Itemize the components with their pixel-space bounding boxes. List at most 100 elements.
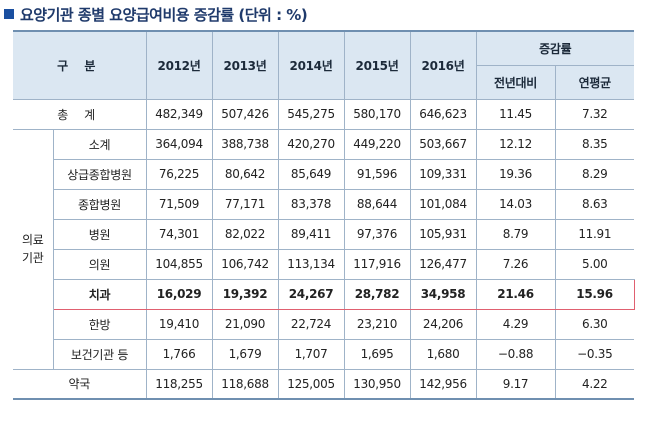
table-cell: 545,275 <box>277 98 345 130</box>
row-label: 종합병원 <box>53 188 147 220</box>
year-header: 2016년 <box>409 30 477 100</box>
table-row: 약국 118,255 118,688 125,005 130,950 142,956 9.1… <box>13 368 635 400</box>
table-cell: 104,855 <box>145 248 213 280</box>
row-label: 상급종합병원 <box>53 158 147 190</box>
row-label: 한방 <box>53 308 147 340</box>
table-cell: 1,707 <box>277 338 345 370</box>
table-cell: 8.79 <box>475 218 556 250</box>
row-label: 소계 <box>52 128 147 160</box>
growth-col-header: 연평균 <box>554 64 635 100</box>
table-cell: 1,680 <box>409 338 477 370</box>
table-cell: 130,950 <box>343 368 411 400</box>
table-cell: 16,029 <box>145 278 213 310</box>
table-cell: 109,331 <box>409 158 477 190</box>
row-label: 보건기관 등 <box>53 338 147 370</box>
table-cell: 8.35 <box>554 128 635 160</box>
table-cell: 34,958 <box>409 278 477 310</box>
table-row: 병원 74,301 82,022 89,411 97,376 105,931 8.79 11.… <box>13 218 635 250</box>
table-cell: 11.45 <box>475 98 556 130</box>
table-cell: 117,916 <box>343 248 411 280</box>
table-cell: 19,410 <box>145 308 213 340</box>
table-row: 의료 기관 소계 364,094 388,738 420,270 449,220 503,6… <box>13 128 635 370</box>
year-header: 2015년 <box>343 30 411 100</box>
category-header: 구 분 <box>13 30 147 100</box>
table-cell: 74,301 <box>145 218 213 250</box>
table-cell: 1,679 <box>211 338 279 370</box>
table-cell: 19.36 <box>475 158 556 190</box>
table-cell: 142,956 <box>409 368 477 400</box>
table-cell: 97,376 <box>343 218 411 250</box>
table-cell: 11.91 <box>554 218 635 250</box>
table-row: 치과 16,029 19,392 24,267 28,782 34,958 21.46 15.… <box>13 278 635 310</box>
table-cell: 85,649 <box>277 158 345 190</box>
table-cell: 22,724 <box>277 308 345 340</box>
group-label: 의료 기관 <box>13 128 54 370</box>
table-cell: 21,090 <box>211 308 279 340</box>
table-cell: 7.26 <box>475 248 556 280</box>
table-cell: 24,206 <box>409 308 477 340</box>
row-label: 의원 <box>53 248 147 280</box>
table-cell: 126,477 <box>409 248 477 280</box>
growth-rate-table: 구 분 2012년 2013년 2014년 2015년 2016년 증감률 전년… <box>13 30 635 400</box>
table-row: 총 계 482,349 507,426 545,275 580,170 646,623 11… <box>13 98 635 130</box>
table-cell: 15.96 <box>554 278 635 310</box>
table-cell: 19,392 <box>211 278 279 310</box>
table-cell: 1,766 <box>145 338 213 370</box>
table-cell: 7.32 <box>554 98 635 130</box>
table-cell: 106,742 <box>211 248 279 280</box>
table-cell: 14.03 <box>475 188 556 220</box>
table-cell: 8.63 <box>554 188 635 220</box>
table-cell: 83,378 <box>277 188 345 220</box>
growth-group-header: 증감률 <box>475 30 635 66</box>
table-row: 종합병원 71,509 77,171 83,378 88,644 101,084 14.03… <box>13 188 635 220</box>
table-row: 상급종합병원 76,225 80,642 85,649 91,596 109,331 19.… <box>13 158 635 190</box>
year-header: 2014년 <box>277 30 345 100</box>
table-cell: 12.12 <box>475 128 556 160</box>
table-cell: −0.35 <box>554 338 635 370</box>
table-cell: 482,349 <box>145 98 213 130</box>
table-cell: 4.29 <box>475 308 556 340</box>
year-header: 2013년 <box>211 30 279 100</box>
table-cell: 503,667 <box>409 128 477 160</box>
table-cell: 4.22 <box>554 368 635 400</box>
table-cell: 507,426 <box>211 98 279 130</box>
table-cell: 71,509 <box>145 188 213 220</box>
table-cell: 646,623 <box>409 98 477 130</box>
table-cell: 449,220 <box>343 128 411 160</box>
table-cell: 101,084 <box>409 188 477 220</box>
table-cell: 9.17 <box>475 368 556 400</box>
table-cell: −0.88 <box>475 338 556 370</box>
table-cell: 420,270 <box>277 128 345 160</box>
table-cell: 8.29 <box>554 158 635 190</box>
growth-col-header: 전년대비 <box>476 64 556 100</box>
table-cell: 5.00 <box>554 248 635 280</box>
table-title-text: 요양기관 종별 요양급여비용 증감률 (단위 : %) <box>20 5 308 24</box>
table-cell: 118,255 <box>145 368 213 400</box>
table-body: 총 계 482,349 507,426 545,275 580,170 646,623 11… <box>13 98 635 400</box>
table-cell: 76,225 <box>145 158 213 190</box>
table-cell: 125,005 <box>277 368 345 400</box>
table-cell: 89,411 <box>277 218 345 250</box>
table-cell: 88,644 <box>343 188 411 220</box>
table-cell: 364,094 <box>145 128 213 160</box>
table-row: 의원 104,855 106,742 113,134 117,916 126,477 7.2… <box>13 248 635 280</box>
table-cell: 91,596 <box>343 158 411 190</box>
table-cell: 23,210 <box>343 308 411 340</box>
row-label: 약국 <box>13 368 147 400</box>
table-cell: 580,170 <box>343 98 411 130</box>
table-cell: 113,134 <box>277 248 345 280</box>
table-cell: 118,688 <box>211 368 279 400</box>
table-row: 보건기관 등 1,766 1,679 1,707 1,695 1,680 −0.88 −0.3… <box>13 338 635 370</box>
table-cell: 80,642 <box>211 158 279 190</box>
row-label: 치과 <box>52 278 147 310</box>
table-cell: 77,171 <box>211 188 279 220</box>
table-cell: 105,931 <box>409 218 477 250</box>
table-title: 요양기관 종별 요양급여비용 증감률 (단위 : %) <box>4 3 308 25</box>
table-cell: 21.46 <box>475 278 556 310</box>
row-label: 총 계 <box>13 98 147 130</box>
square-bullet-icon <box>4 9 14 19</box>
table-cell: 1,695 <box>343 338 411 370</box>
year-header: 2012년 <box>145 30 213 100</box>
row-label: 병원 <box>53 218 147 250</box>
table-row: 한방 19,410 21,090 22,724 23,210 24,206 4.29 6.30 <box>13 308 635 340</box>
